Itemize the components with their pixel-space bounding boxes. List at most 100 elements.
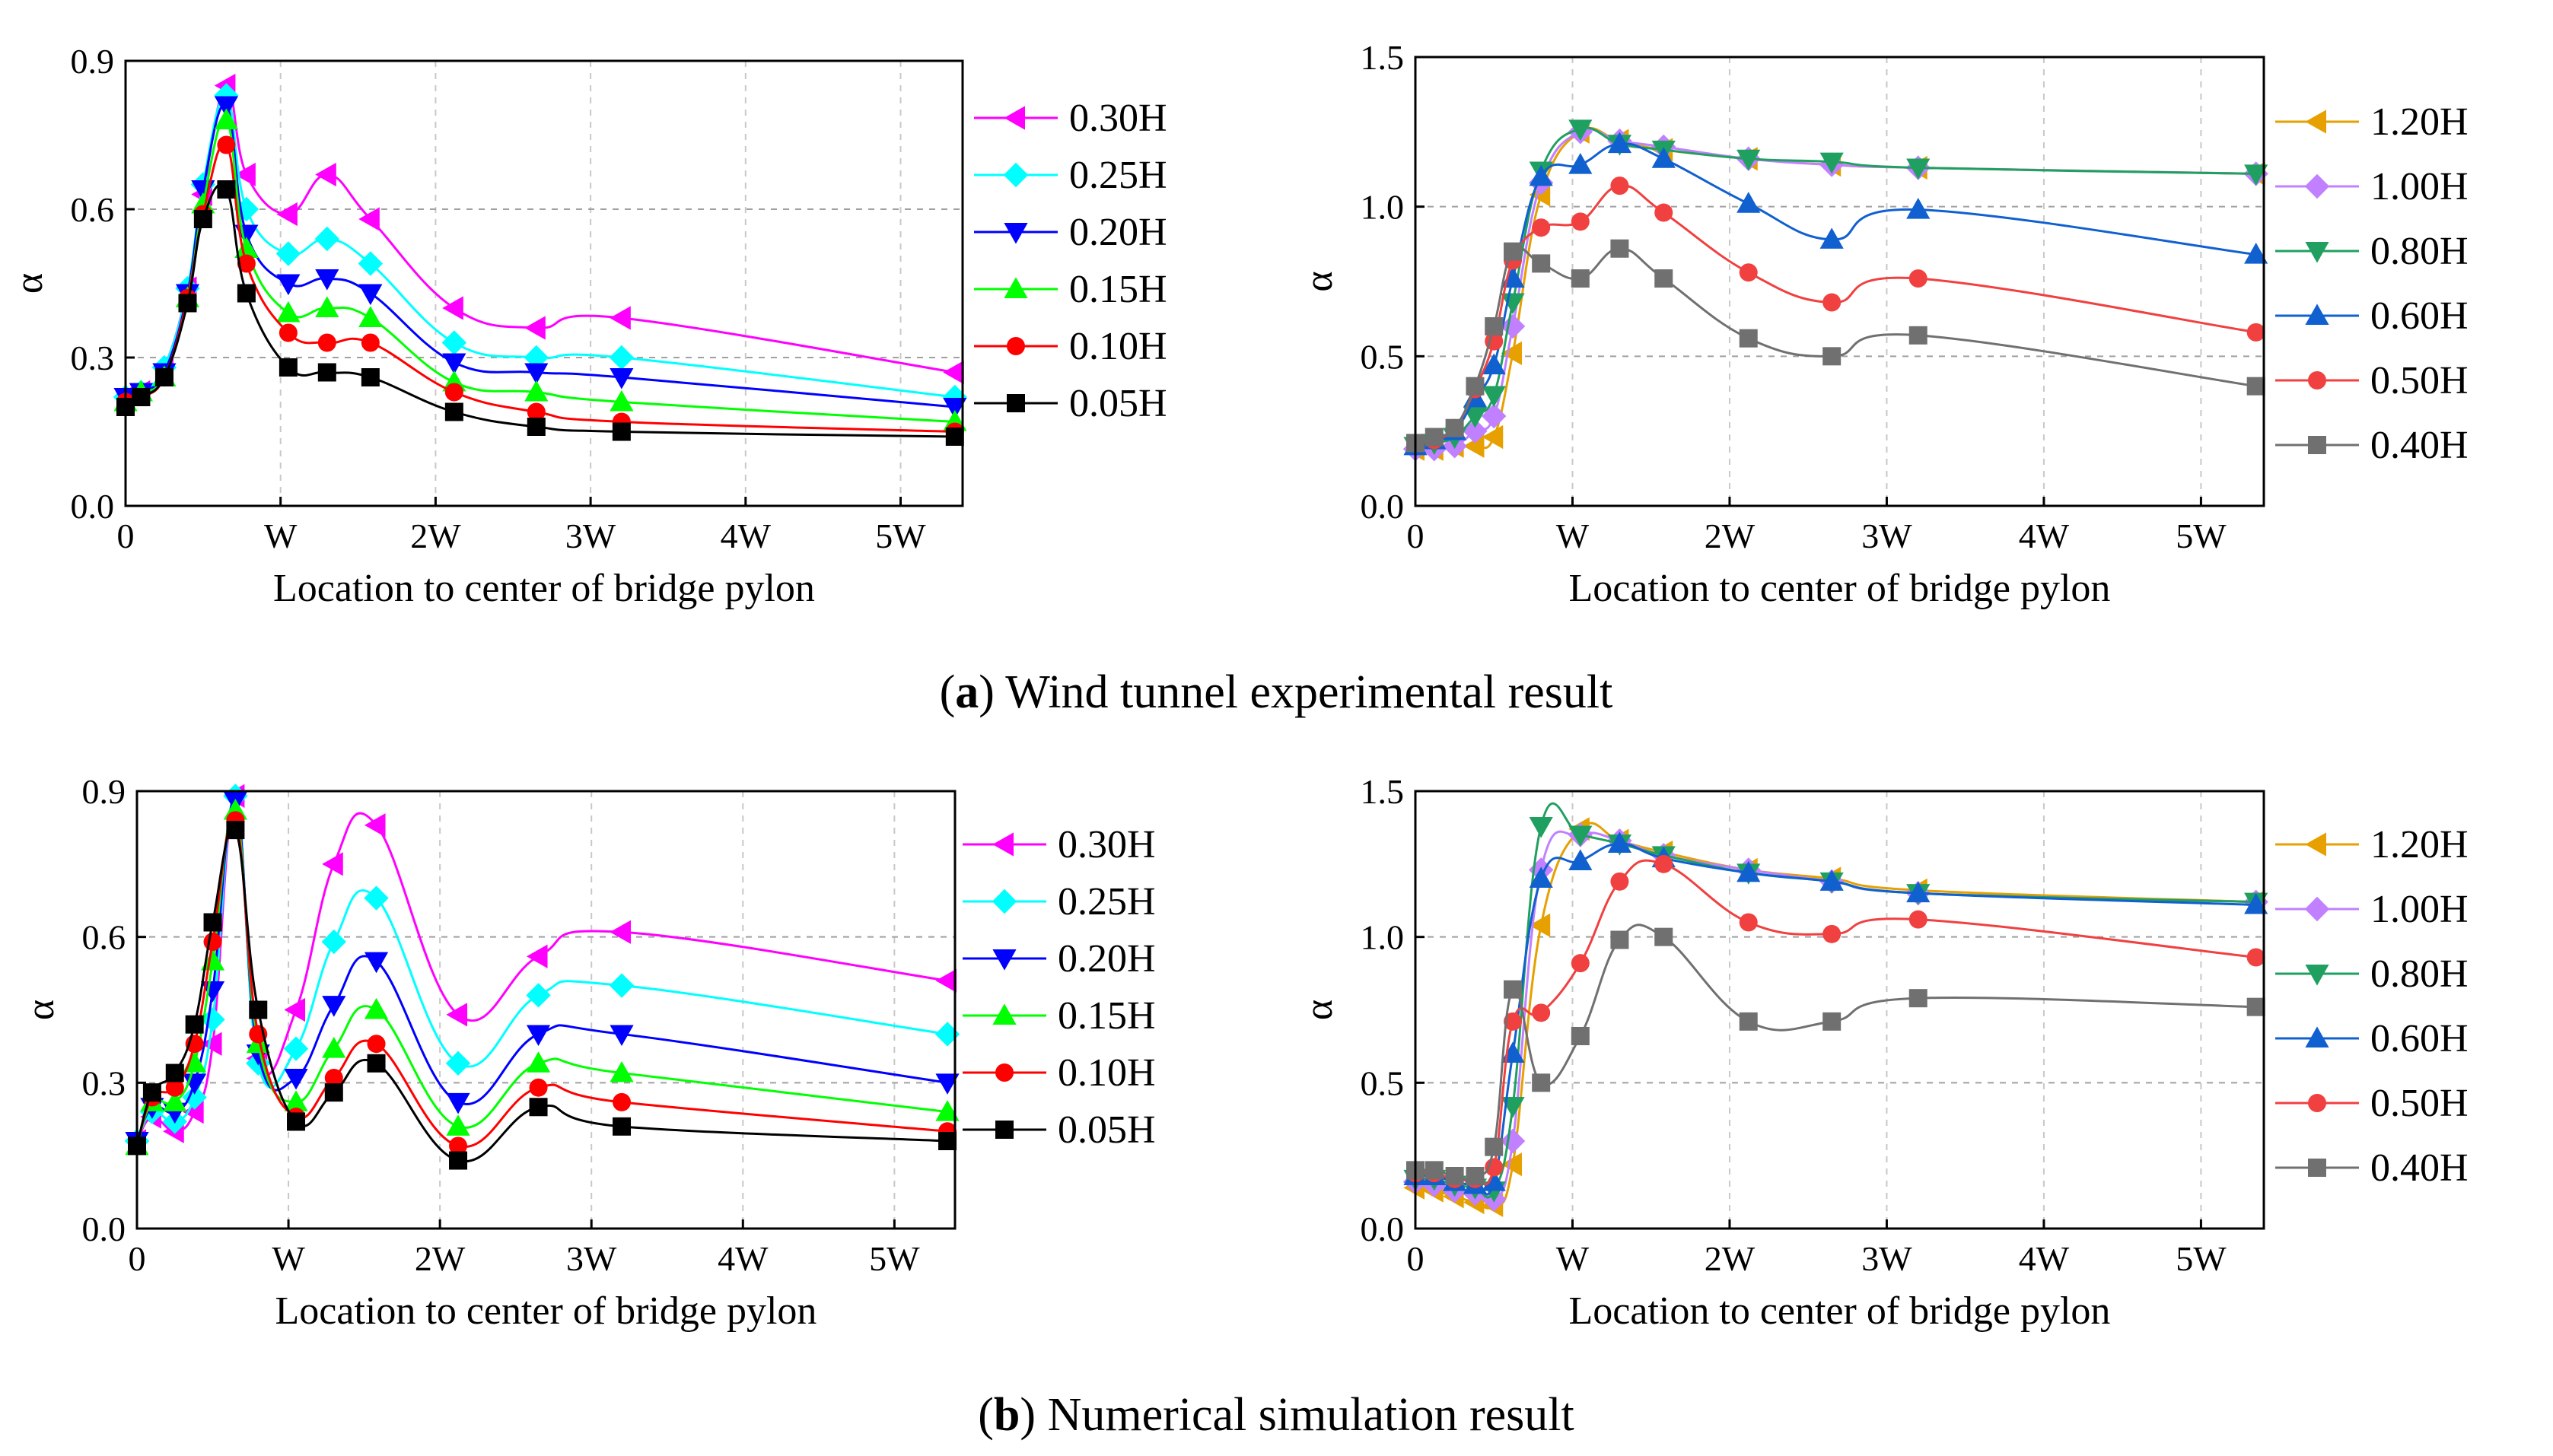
data-point-0.40H	[1739, 329, 1758, 348]
data-point-0.80H	[1819, 152, 1844, 174]
data-point-1.20H	[1501, 341, 1523, 365]
data-point-0.20H	[358, 284, 383, 306]
data-point-0.15H	[610, 1060, 634, 1082]
data-point-0.15H	[163, 1090, 187, 1111]
data-point-0.05H	[529, 1098, 548, 1117]
data-point-0.50H	[1610, 176, 1629, 196]
caption-b-text: Numerical simulation result	[1036, 1389, 1574, 1441]
data-point-0.10H	[203, 933, 222, 952]
data-point-0.15H	[446, 1114, 470, 1136]
legend-label: 0.15H	[1058, 994, 1156, 1038]
chart-b-left: 0.30H 0.25H 0.20H 0.15H 0.10H 0.05H 0 W 2W 3W 4W 5W…	[19, 772, 1156, 1333]
data-point-0.30H	[322, 852, 343, 876]
data-point-0.60H	[2244, 243, 2268, 264]
legend-marker-1.00H	[2304, 896, 2330, 922]
data-point-0.05H	[279, 358, 298, 377]
legend-marker-0.10H	[1007, 337, 1025, 355]
y-tick-label: 0.9	[71, 42, 115, 81]
legend-marker-0.30H	[1004, 106, 1025, 130]
data-point-0.40H	[1610, 239, 1629, 258]
y-tick-label: 0.5	[1361, 337, 1405, 376]
data-point-0.80H	[1529, 817, 1553, 838]
data-point-0.60H	[1651, 147, 1676, 168]
plot-frame	[1414, 790, 2265, 1230]
x-tick-label: W	[272, 1239, 305, 1278]
data-point-0.25H	[321, 929, 346, 955]
data-point-0.40H	[1532, 254, 1551, 273]
data-point-0.05H	[361, 368, 380, 386]
data-point-0.40H	[1908, 989, 1927, 1008]
data-point-0.80H	[1463, 407, 1488, 428]
data-point-0.50H	[1822, 293, 1842, 312]
data-point-0.30H	[276, 202, 298, 227]
data-point-0.20H	[935, 1073, 960, 1095]
data-point-0.80H	[1482, 386, 1506, 408]
y-axis-label: α	[19, 1000, 62, 1020]
caption-a: (a) Wind tunnel experimental result	[940, 666, 1613, 718]
x-tick-label: 5W	[2176, 1239, 2227, 1278]
data-point-0.05H	[613, 1117, 632, 1136]
data-point-0.20H	[610, 368, 634, 389]
data-point-0.60H	[1819, 869, 1844, 891]
y-tick-label: 0.9	[82, 772, 126, 811]
data-point-0.10H	[367, 1035, 386, 1054]
data-point-0.60H	[1736, 860, 1761, 882]
legend-marker-0.60H	[2305, 304, 2329, 325]
data-point-0.30H	[610, 920, 632, 944]
x-axis-label: Location to center of bridge pylon	[1569, 567, 2111, 610]
data-point-0.05H	[527, 418, 546, 436]
data-point-0.20H	[526, 1025, 551, 1047]
data-point-0.50H	[1504, 1012, 1523, 1031]
data-point-0.50H	[2246, 948, 2265, 967]
data-point-0.15H	[364, 997, 389, 1019]
legend-label: 0.40H	[2370, 424, 2469, 467]
data-point-0.10H	[237, 254, 256, 273]
legend-marker-0.20H	[1004, 223, 1028, 244]
data-point-0.10H	[361, 333, 380, 352]
data-point-0.05H	[449, 1151, 468, 1170]
data-point-0.60H	[1529, 866, 1553, 888]
data-point-0.50H	[1739, 263, 1758, 282]
data-point-1.20H	[1501, 1152, 1523, 1177]
data-point-0.50H	[1908, 269, 1927, 288]
x-axis-label: Location to center of bridge pylon	[273, 567, 815, 610]
data-point-0.40H	[1571, 269, 1590, 288]
x-tick-label: 4W	[721, 517, 772, 555]
legend-label: 0.05H	[1069, 382, 1167, 425]
y-tick-label: 0.0	[1361, 487, 1405, 526]
legend-marker-1.20H	[2305, 832, 2326, 857]
legend-label: 0.30H	[1058, 823, 1156, 866]
chart-b-right: 1.20H 1.00H 0.80H 0.60H 0.50H 0.40H 0 W 2W 3W 4W 5W…	[1297, 772, 2469, 1333]
legend-label: 0.10H	[1069, 325, 1167, 368]
data-point-0.60H	[2244, 892, 2268, 914]
x-tick-label: 3W	[1861, 517, 1912, 555]
x-tick-label: 4W	[2019, 1239, 2070, 1278]
data-point-0.20H	[442, 353, 466, 375]
y-tick-label: 1.0	[1361, 188, 1405, 227]
data-point-0.10H	[317, 333, 336, 352]
x-axis-label: Location to center of bridge pylon	[1569, 1289, 2111, 1333]
legend-label: 0.80H	[2370, 952, 2469, 996]
data-point-0.25H	[364, 885, 389, 911]
legend-label: 0.25H	[1069, 154, 1167, 197]
legend-label: 0.40H	[2370, 1146, 2469, 1190]
data-point-0.40H	[1466, 377, 1485, 396]
y-axis-label: α	[8, 273, 51, 294]
plot-frame	[124, 59, 964, 507]
data-point-1.00H	[1500, 1128, 1526, 1154]
legend-marker-0.05H	[995, 1121, 1014, 1139]
data-point-0.40H	[1485, 317, 1504, 335]
data-point-0.30H	[284, 997, 306, 1022]
x-tick-label: W	[1556, 1239, 1590, 1278]
data-point-0.50H	[2246, 323, 2265, 342]
data-point-0.25H	[609, 345, 635, 370]
legend-marker-0.15H	[992, 1003, 1017, 1025]
data-point-0.40H	[1425, 1161, 1444, 1180]
data-point-0.60H	[1819, 227, 1844, 249]
legend-label: 0.60H	[2370, 1017, 2469, 1060]
legend-marker-1.00H	[2304, 173, 2330, 199]
legend-marker-0.60H	[2305, 1026, 2329, 1047]
data-point-0.50H	[1571, 954, 1590, 973]
data-point-0.10H	[217, 135, 236, 154]
data-point-0.25H	[441, 330, 467, 355]
